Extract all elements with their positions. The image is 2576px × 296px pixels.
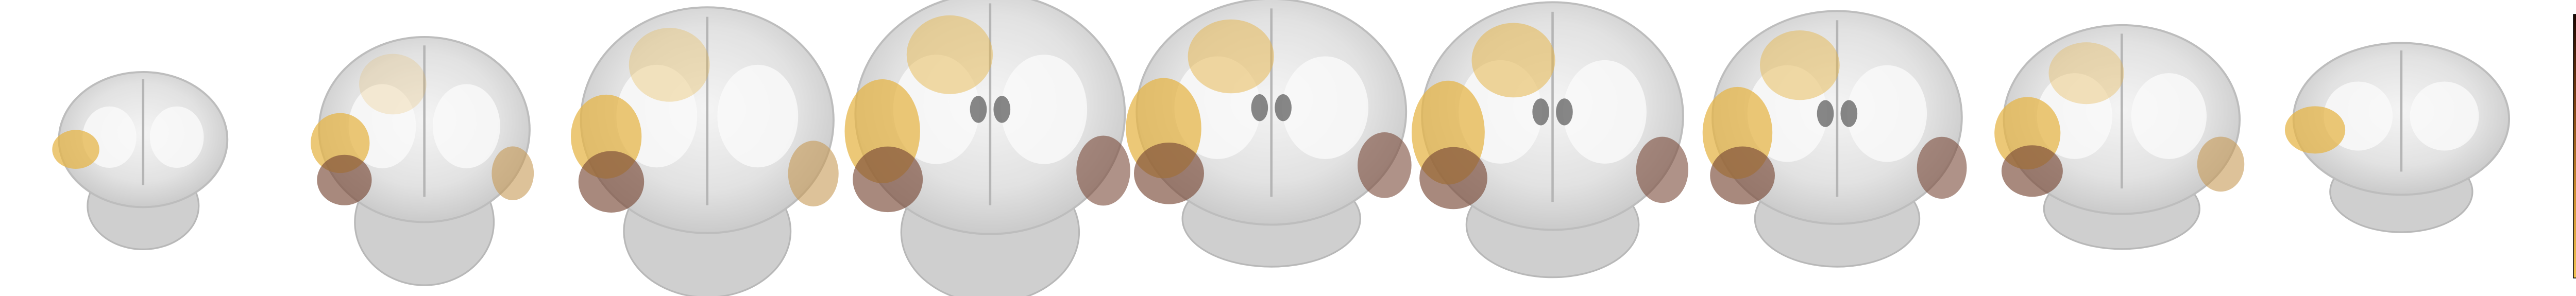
overlay [52,130,99,169]
overlay [1134,142,1204,204]
overlay [1471,23,1555,98]
ventricle [1275,94,1292,121]
ventricle [1532,98,1550,126]
white-matter [2410,81,2479,151]
white-matter [1847,65,1927,162]
overlay [1076,135,1130,206]
overlay [853,146,923,213]
overlay [629,28,710,102]
overlay [1358,132,1412,198]
brain-slice [1126,0,1412,268]
brain-slices [52,0,2511,296]
ventricle [1840,100,1858,127]
overlay [2048,42,2124,105]
overlay [492,146,534,200]
white-matter [149,106,204,168]
ventricle [1817,100,1834,127]
overlay [1710,146,1775,205]
overlay [317,154,372,205]
brain-slice [1702,10,1967,268]
overlay [359,54,427,115]
ventricle [993,96,1011,123]
white-matter [433,84,500,168]
colorbar-fill [2573,14,2576,278]
brain-slice [52,71,229,251]
brain-slice [1411,1,1688,278]
white-matter [717,64,799,168]
white-matter [1563,60,1647,164]
overlay [1636,136,1688,203]
brain-slice [1994,24,2245,250]
overlay [788,141,839,206]
overlay [1759,30,1840,100]
overlay [1917,136,1967,199]
ventricle [1556,98,1573,126]
overlay [578,151,645,213]
white-matter [1001,55,1088,164]
overlay [1188,19,1274,94]
ventricle [1251,94,1268,121]
overlay [2001,145,2063,197]
brain-slice [2284,42,2511,233]
overlay [906,15,993,94]
white-matter [1282,56,1368,159]
overlay [1419,147,1487,210]
overlay [2197,136,2245,192]
brain-slice [571,6,839,296]
white-matter [2131,73,2207,159]
colorbar: 00.080.160.240.32 [2573,14,2576,278]
brain-slice [311,36,534,286]
brain-slice [844,0,1130,296]
overlay [2284,106,2346,154]
ventricle [970,96,987,123]
